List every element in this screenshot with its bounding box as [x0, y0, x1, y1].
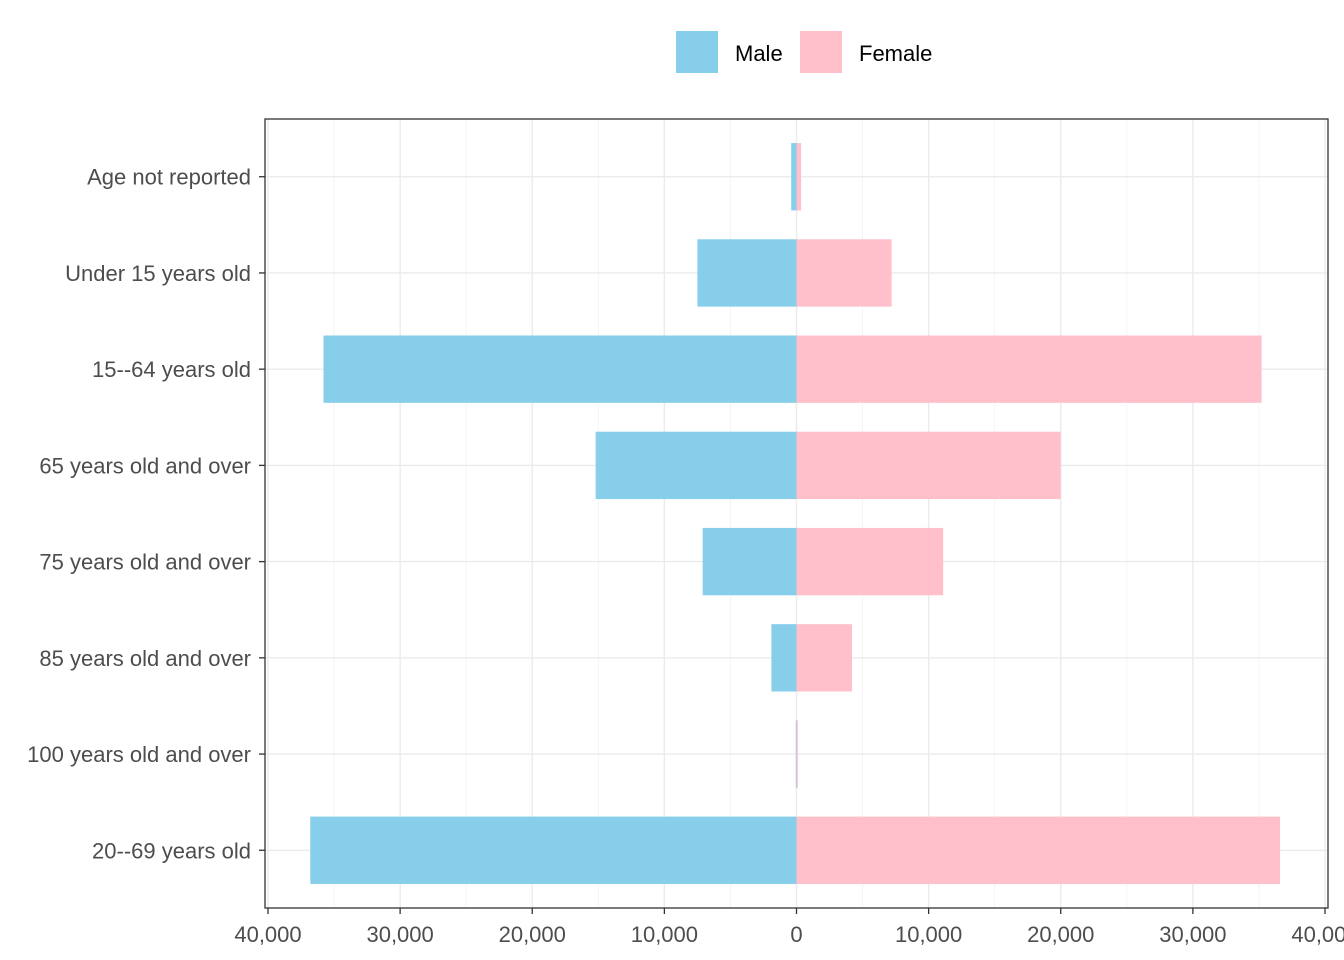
bar-female — [796, 527, 944, 596]
bar-male — [771, 624, 797, 692]
legend-key-female — [800, 31, 842, 73]
legend-label-male: Male — [735, 41, 783, 66]
bar-male — [323, 335, 797, 403]
bar-male — [702, 527, 797, 596]
x-tick-label: 30,000 — [1159, 922, 1226, 947]
bar-female — [796, 335, 1262, 403]
y-tick-label: Under 15 years old — [65, 261, 251, 286]
bar-male — [310, 816, 797, 884]
x-tick-label: 20,000 — [499, 922, 566, 947]
x-tick-label: 20,000 — [1027, 922, 1094, 947]
plot-panel — [264, 118, 1329, 909]
y-tick-label: 20--69 years old — [92, 838, 251, 863]
x-tick-label: 0 — [790, 922, 802, 947]
x-tick-label: 10,000 — [631, 922, 698, 947]
legend-label-female: Female — [859, 41, 932, 66]
y-tick-label: 15--64 years old — [92, 357, 251, 382]
bar-female — [796, 720, 798, 788]
legend-key-male — [676, 31, 718, 73]
bars — [310, 143, 1281, 884]
x-axis: 40,000 30,000 20,000 10,000 0 10,000 20,000 30,… — [234, 908, 1344, 947]
bar-female — [796, 143, 802, 211]
y-tick-label: 85 years old and over — [39, 646, 251, 671]
x-tick-label: 30,000 — [366, 922, 433, 947]
x-tick-label: 10,000 — [895, 922, 962, 947]
x-tick-label: 40,000 — [234, 922, 301, 947]
y-tick-label: Age not reported — [87, 165, 251, 190]
y-tick-label: 75 years old and over — [39, 550, 251, 575]
y-axis: Age not reported Under 15 years old 15--64… — [27, 165, 265, 863]
legend: Male Female — [676, 31, 932, 73]
bar-male — [791, 143, 797, 211]
bar-female — [796, 816, 1281, 884]
bar-male — [595, 431, 797, 500]
bar-female — [796, 624, 852, 692]
bar-female — [796, 239, 892, 307]
y-tick-label: 100 years old and over — [27, 742, 251, 767]
bar-male — [795, 720, 797, 788]
y-tick-label: 65 years old and over — [39, 453, 251, 478]
x-tick-label: 40,000 — [1291, 922, 1344, 947]
bar-male — [697, 239, 797, 307]
bar-female — [796, 431, 1061, 500]
